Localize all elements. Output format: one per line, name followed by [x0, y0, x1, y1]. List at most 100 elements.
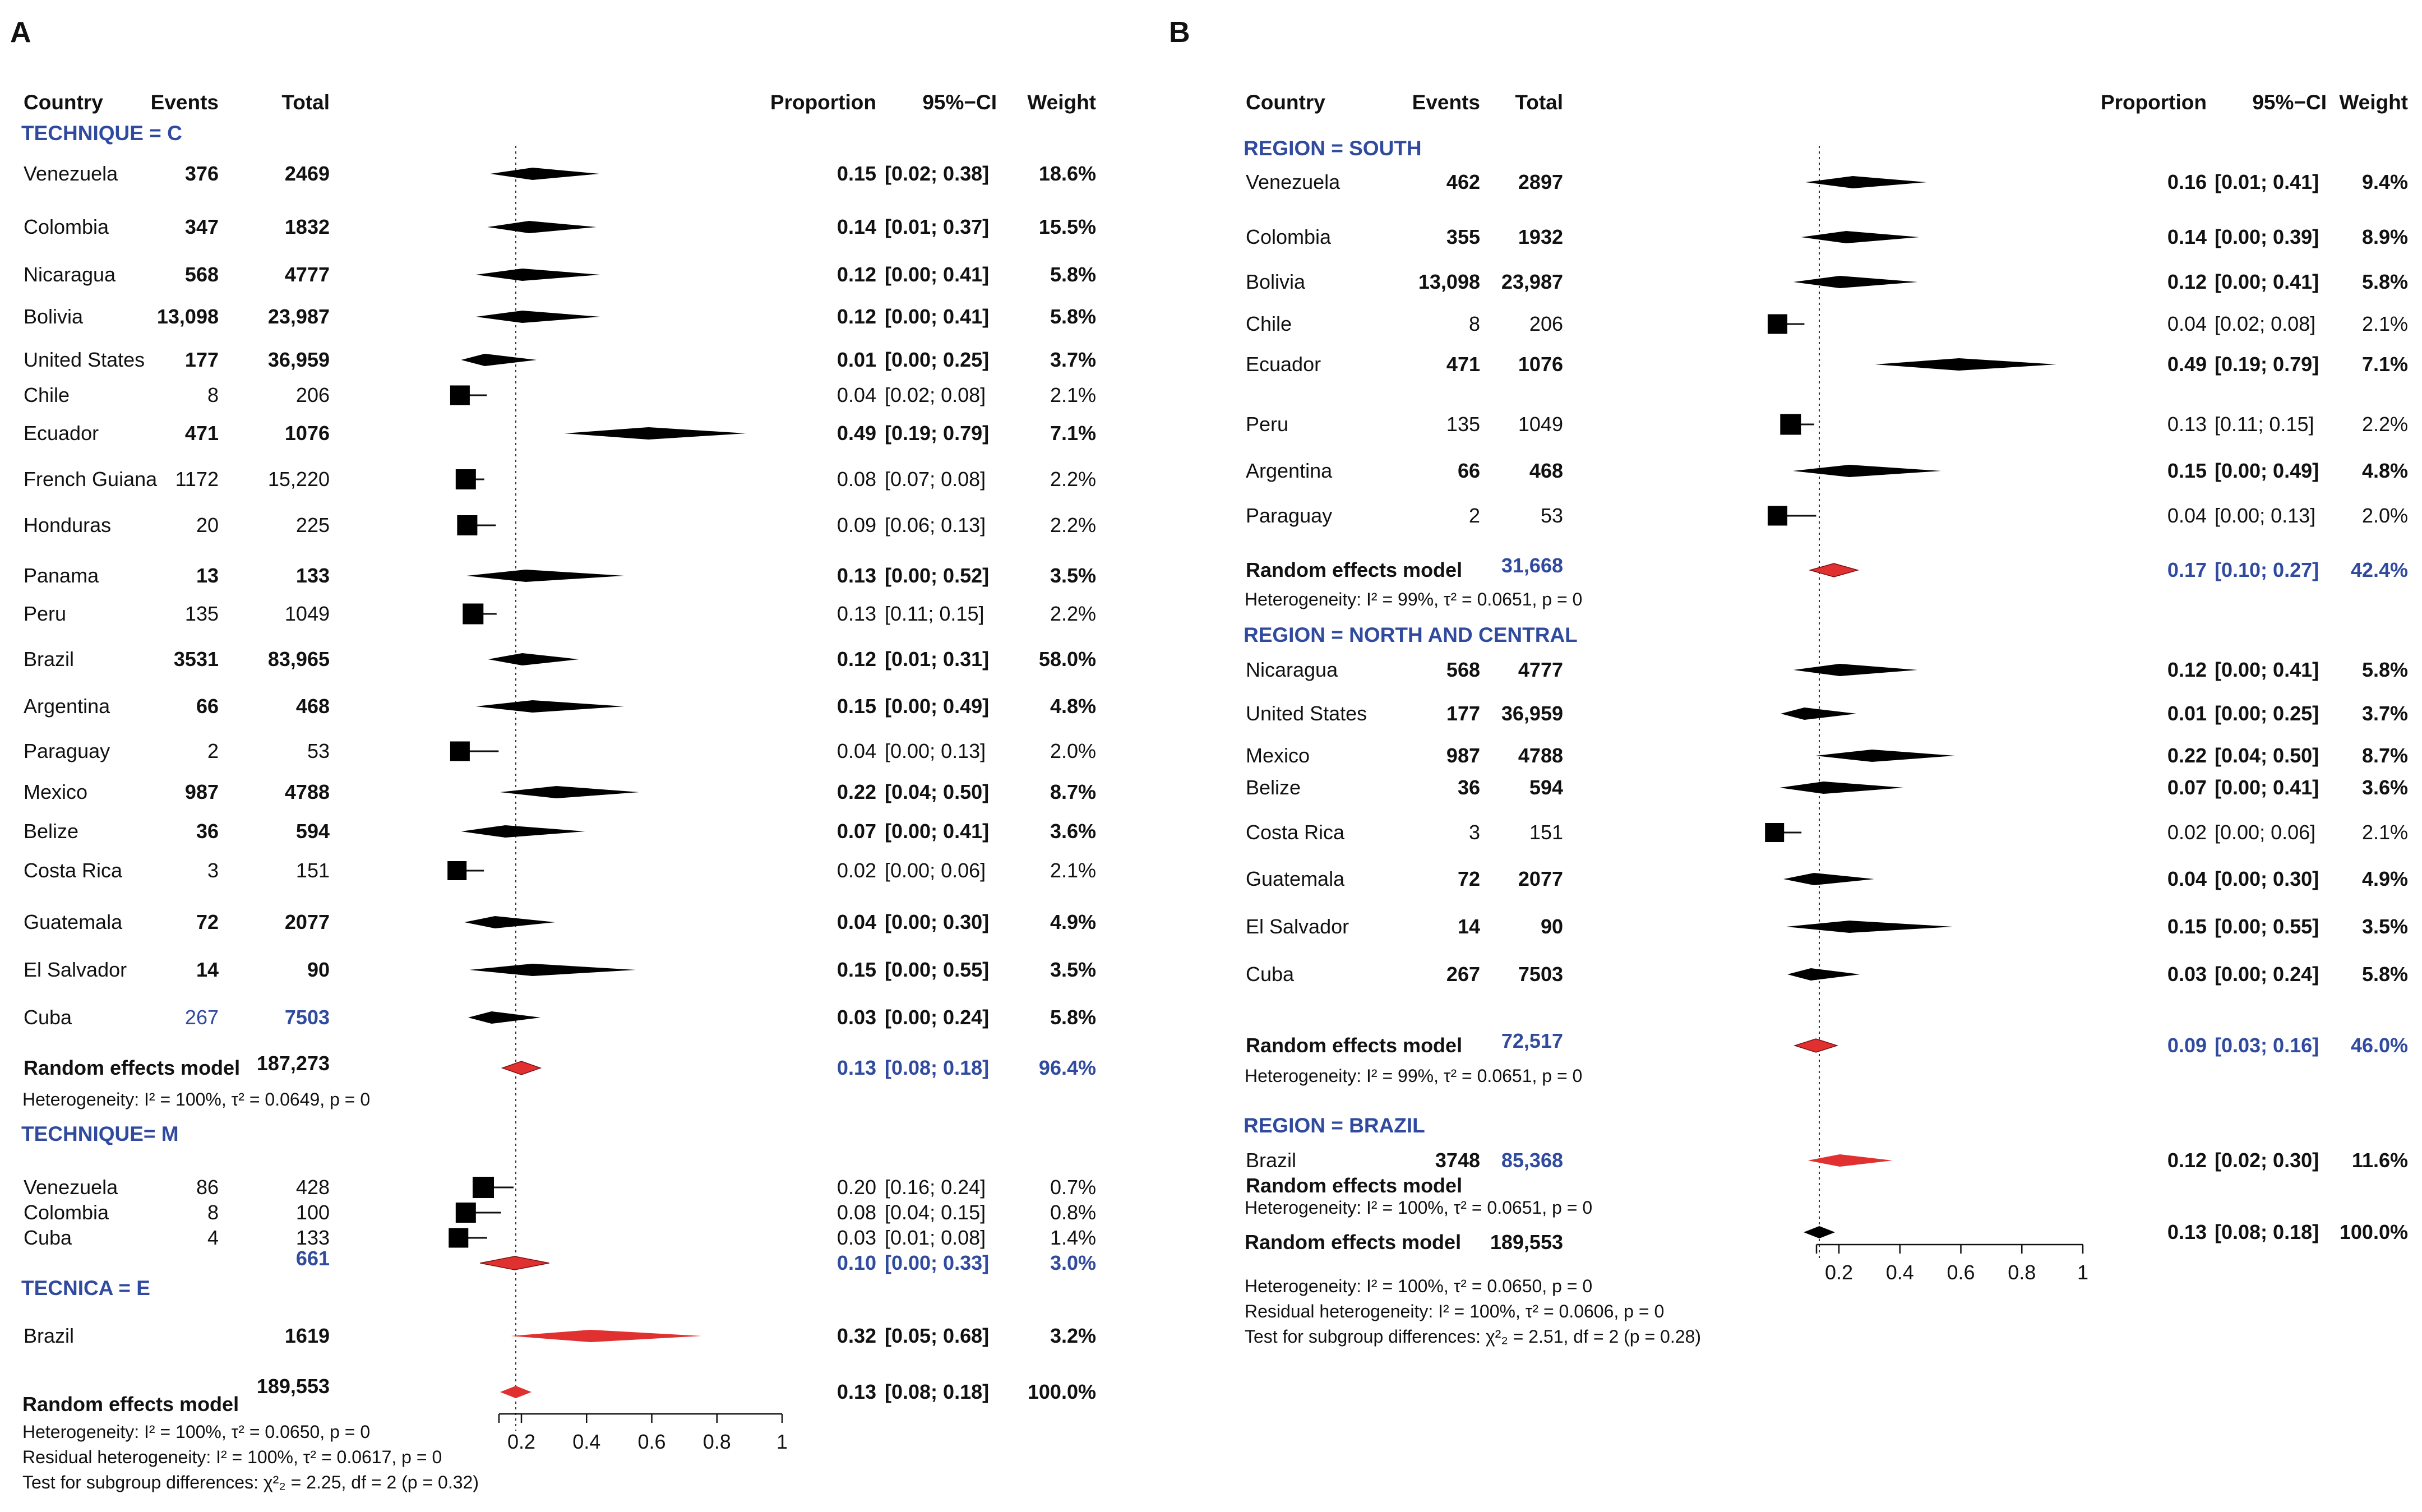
row-proportion: 0.32 [837, 1324, 876, 1347]
row-ci: [0.01; 0.41] [2215, 170, 2319, 193]
row-country: Bolivia [24, 305, 84, 328]
row-ci: [0.00; 0.41] [2215, 658, 2319, 681]
summary-diamond [501, 1061, 542, 1075]
row-country: Nicaragua [24, 263, 116, 286]
row-weight: 2.1% [2362, 312, 2408, 335]
overall-ci: [0.08; 0.18] [885, 1380, 989, 1403]
summary-label: Random effects model [1246, 558, 1462, 581]
row-events: 471 [185, 422, 219, 445]
point-diamond [475, 269, 600, 281]
row-weight: 2.2% [1050, 514, 1096, 537]
row-ci: [0.00; 0.13] [2215, 504, 2315, 527]
overall-weight: 100.0% [1028, 1380, 1096, 1403]
row-country: Ecuador [1246, 353, 1321, 376]
row-country: Bolivia [1246, 270, 1306, 293]
row-ci: [0.00; 0.24] [2215, 963, 2319, 986]
point-diamond [1875, 358, 2057, 371]
subgroup-label: REGION = SOUTH [1244, 137, 1422, 160]
row-total: 1076 [285, 422, 330, 445]
row-total: 206 [1529, 312, 1563, 335]
row-proportion: 0.49 [837, 422, 876, 445]
summary-total: 661 [296, 1247, 330, 1270]
row-total: 468 [1529, 459, 1563, 482]
row-weight: 8.7% [2362, 744, 2408, 767]
point-square [457, 515, 478, 535]
row-country: Peru [1246, 413, 1288, 436]
row-weight: 0.7% [1050, 1176, 1096, 1199]
row-total: 36,959 [1501, 702, 1563, 725]
point-diamond [1815, 750, 1955, 762]
row-events: 36 [196, 820, 219, 843]
row-events: 72 [196, 910, 219, 933]
row-proportion: 0.13 [2167, 413, 2207, 436]
row-total: 83,965 [268, 648, 330, 671]
point-diamond [1786, 921, 1953, 933]
row-events: 135 [185, 602, 219, 625]
row-country: Guatemala [1246, 867, 1345, 890]
row-weight: 8.9% [2362, 225, 2408, 248]
row-total: 1619 [285, 1324, 330, 1347]
row-proportion: 0.04 [2167, 312, 2207, 335]
point-diamond [1783, 873, 1875, 885]
overall-proportion: 0.13 [837, 1380, 876, 1403]
point-diamond [1793, 276, 1918, 288]
footer-heterogeneity: Heterogeneity: I² = 100%, τ² = 0.0650, p… [1245, 1276, 1592, 1296]
row-country: Cuba [24, 1006, 72, 1029]
row-total: 36,959 [268, 348, 330, 371]
row-weight: 3.5% [2362, 915, 2408, 938]
row-weight: 3.6% [2362, 776, 2408, 799]
row-ci: [0.19; 0.79] [2215, 353, 2319, 376]
summary-proportion: 0.10 [837, 1251, 876, 1274]
row-total: 225 [296, 514, 330, 537]
row-proportion: 0.15 [837, 695, 876, 718]
row-weight: 5.8% [1050, 263, 1096, 286]
row-country: Venezuela [24, 1176, 118, 1199]
header-ci: 95%−CI [922, 91, 997, 114]
row-proportion: 0.07 [2167, 776, 2207, 799]
overall-total: 189,553 [1490, 1231, 1563, 1254]
row-country: Argentina [24, 695, 110, 718]
header-events: Events [1412, 91, 1480, 114]
row-weight: 3.5% [1050, 564, 1096, 587]
row-proportion: 0.01 [837, 348, 876, 371]
point-diamond [1801, 231, 1920, 243]
point-square [1767, 506, 1787, 526]
row-country: Cuba [1246, 963, 1295, 986]
row-proportion: 0.07 [837, 820, 876, 843]
row-ci: [0.04; 0.50] [2215, 744, 2319, 767]
row-proportion: 0.03 [2167, 963, 2207, 986]
row-proportion: 0.16 [2167, 170, 2207, 193]
header-total: Total [281, 91, 330, 114]
point-square [473, 1177, 494, 1198]
row-proportion: 0.12 [2167, 1149, 2207, 1172]
row-events: 1172 [175, 468, 219, 491]
row-weight: 58.0% [1039, 648, 1096, 671]
row-events: 3 [1469, 821, 1480, 844]
row-country: Colombia [24, 215, 109, 238]
footer-subgroup: Test for subgroup differences: χ²₂ = 2.2… [22, 1472, 479, 1492]
row-weight: 11.6% [2352, 1149, 2408, 1172]
row-weight: 9.4% [2362, 170, 2408, 193]
row-weight: 7.1% [1050, 422, 1096, 445]
overall-ci: [0.08; 0.18] [2215, 1220, 2319, 1243]
row-ci: [0.00; 0.06] [885, 859, 986, 882]
row-country: United States [24, 348, 145, 371]
header-proportion: Proportion [770, 91, 876, 114]
row-total: 85,368 [1501, 1149, 1563, 1172]
row-proportion: 0.14 [2167, 225, 2207, 248]
row-country: Peru [24, 602, 66, 625]
row-events: 376 [185, 162, 219, 185]
subgroup-heterogeneity: Heterogeneity: I² = 99%, τ² = 0.0651, p … [1245, 589, 1582, 609]
row-events: 2 [1469, 504, 1480, 527]
row-events: 3 [207, 859, 219, 882]
row-ci: [0.00; 0.06] [2215, 821, 2315, 844]
summary-label: Random effects model [1246, 1174, 1462, 1197]
point-square [455, 469, 476, 489]
row-total: 1932 [1518, 225, 1563, 248]
row-total: 468 [296, 695, 330, 718]
subgroup-label: REGION = NORTH AND CENTRAL [1244, 623, 1578, 646]
row-proportion: 0.15 [837, 162, 876, 185]
row-events: 471 [1446, 353, 1480, 376]
summary-diamond [1808, 563, 1860, 577]
footer-residual: Residual heterogeneity: I² = 100%, τ² = … [22, 1447, 442, 1467]
